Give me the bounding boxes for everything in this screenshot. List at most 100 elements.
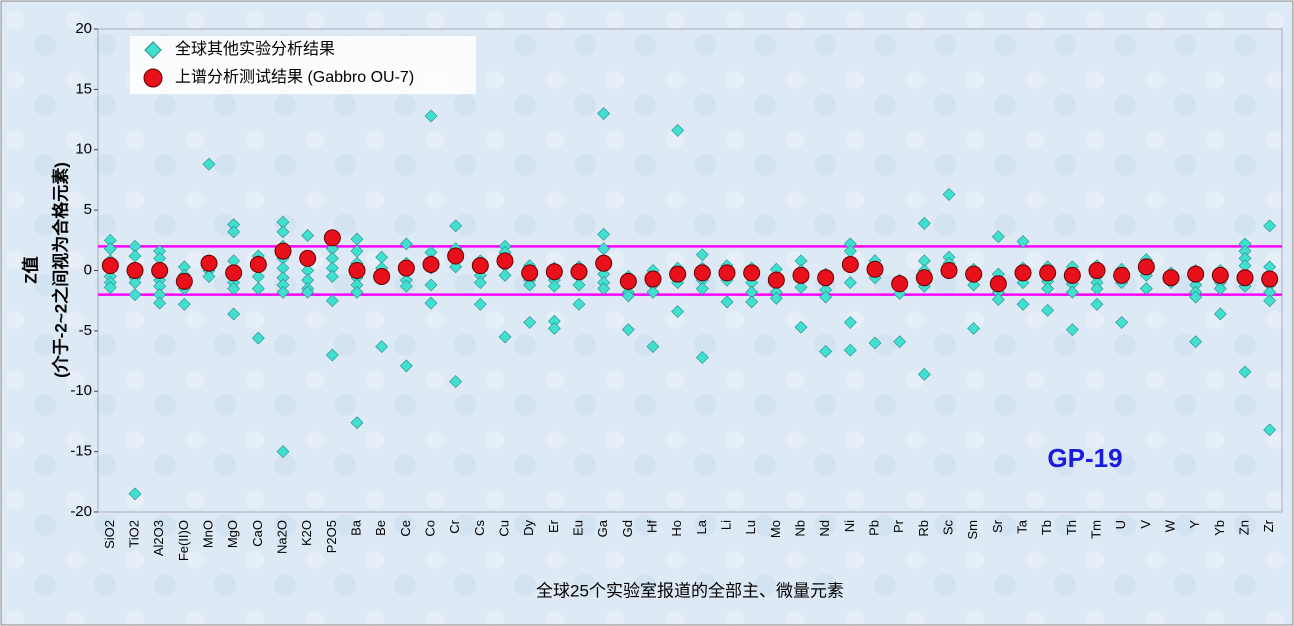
data-point [547, 322, 561, 335]
x-tick-label: Cs [472, 520, 487, 536]
x-tick-label: Mo [768, 520, 783, 538]
data-point [449, 219, 463, 233]
y-tick-label: -20 [70, 503, 92, 520]
data-point [917, 367, 931, 381]
data-point [1063, 266, 1081, 284]
data-point [375, 340, 389, 353]
data-point [523, 278, 537, 292]
x-tick-label: Sm [965, 520, 980, 540]
data-point [202, 270, 216, 283]
data-point [695, 351, 709, 364]
x-tick-label: Tm [1088, 520, 1103, 539]
x-tick-label: Zn [1236, 520, 1251, 535]
data-point [671, 124, 685, 137]
data-point [397, 259, 415, 277]
y-tick-label: -5 [79, 322, 92, 339]
data-point [720, 295, 734, 309]
data-point [126, 262, 144, 279]
data-point [669, 265, 687, 283]
x-tick-label: Ta [1014, 519, 1029, 534]
data-point [498, 330, 512, 344]
data-point [1261, 270, 1279, 288]
data-point [942, 188, 956, 201]
data-point [595, 254, 613, 272]
data-point [621, 289, 635, 303]
data-point [496, 252, 514, 270]
data-point [1090, 297, 1104, 311]
data-point [644, 270, 662, 288]
x-tick-label: V [1138, 520, 1153, 529]
data-point [251, 331, 265, 345]
data-point [1263, 423, 1277, 437]
x-tick-label: Nb [792, 520, 807, 537]
data-point [817, 269, 835, 287]
data-point [348, 262, 366, 279]
x-tick-label: Yb [1212, 520, 1227, 536]
y-tick-label: 10 [75, 141, 92, 158]
data-point [917, 216, 931, 230]
data-point [350, 416, 364, 430]
data-point [399, 237, 413, 251]
data-point [991, 230, 1005, 244]
data-point [471, 257, 489, 275]
y-tick-label: 5 [84, 201, 92, 218]
data-point [447, 247, 465, 265]
data-point [177, 297, 191, 311]
data-point [227, 307, 241, 321]
data-point [1213, 282, 1227, 296]
data-point [646, 285, 660, 299]
data-point [350, 285, 364, 299]
legend-label: 上谱分析测试结果 (Gabbro OU-7) [175, 68, 414, 86]
y-tick-label: 0 [84, 261, 92, 278]
data-point [597, 282, 611, 296]
data-point [767, 271, 785, 289]
x-tick-label: Lu [743, 520, 758, 534]
annotation: GP-19 [1047, 443, 1122, 473]
data-point [967, 322, 981, 335]
data-point [1139, 282, 1153, 296]
y-title: Z值 [20, 256, 40, 283]
data-point [249, 255, 267, 273]
x-tick-label: MgO [225, 520, 240, 548]
x-tick-label: SiO2 [102, 520, 117, 549]
data-point [151, 262, 169, 279]
data-point [1263, 219, 1277, 233]
x-tick-label: Th [1064, 520, 1079, 535]
data-point [523, 315, 537, 329]
y-tick-label: 15 [75, 80, 92, 97]
x-tick-label: Co [422, 520, 437, 537]
data-point [128, 487, 142, 501]
data-point [1090, 282, 1104, 296]
data-point [819, 344, 833, 358]
data-point [572, 278, 586, 292]
data-point [399, 359, 413, 373]
data-point [498, 268, 512, 282]
x-tick-label: MnO [200, 520, 215, 548]
data-point [843, 315, 857, 329]
data-point [843, 343, 857, 357]
data-point [718, 264, 736, 282]
x-tick-label: Hf [644, 520, 659, 533]
data-point [1041, 303, 1055, 317]
data-point [301, 229, 315, 242]
x-tick-label: U [1113, 520, 1128, 529]
data-point [597, 107, 611, 120]
data-point [276, 445, 290, 459]
data-point [1189, 335, 1203, 349]
y-tick-label: 20 [75, 20, 92, 37]
x-title: 全球25个实验室报道的全部主、微量元素 [536, 581, 844, 600]
data-point [153, 296, 167, 310]
x-tick-label: Ni [842, 520, 857, 532]
x-tick-label: Gd [620, 520, 635, 537]
data-point [301, 285, 315, 299]
data-point [1065, 285, 1079, 299]
x-tick-label: W [1162, 519, 1177, 532]
data-point [1187, 265, 1205, 283]
x-tick-label: Ba [348, 519, 363, 536]
data-point [572, 297, 586, 311]
y-title-note: (介于-2~2之间视为合格元素) [50, 162, 70, 378]
data-point [695, 282, 709, 296]
legend-marker [143, 68, 163, 88]
data-point [274, 242, 292, 260]
